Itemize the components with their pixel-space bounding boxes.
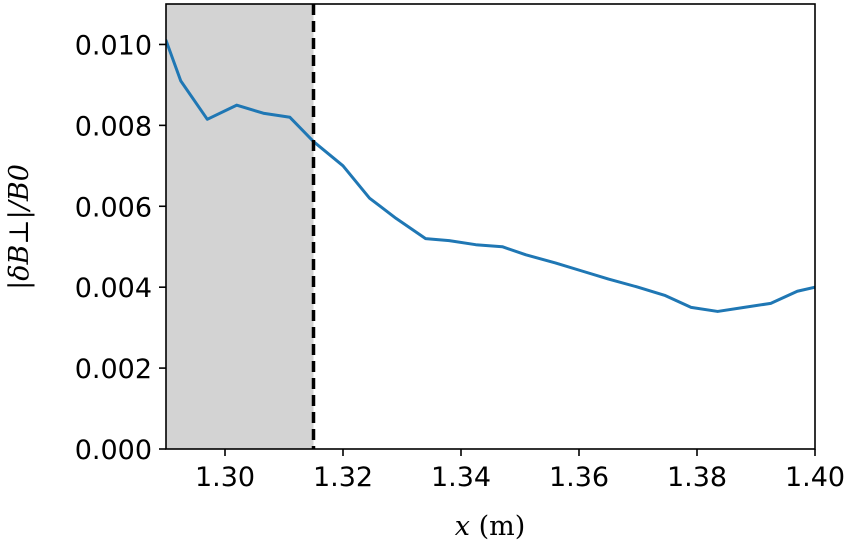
y-axis-ticks: 0.000 0.002 0.004 0.006 0.008 0.010	[75, 30, 166, 466]
axes-frame	[165, 3, 816, 450]
x-tick-label: 1.36	[549, 462, 609, 493]
y-tick-label: 0.010	[75, 30, 152, 61]
shaded-region	[166, 4, 314, 449]
x-tick-label: 1.32	[313, 462, 373, 493]
y-tick-label: 0.000	[75, 435, 152, 466]
x-axis-ticks: 1.30 1.32 1.34 1.36 1.38 1.40	[195, 449, 845, 493]
x-axis-label: x (m)	[455, 511, 526, 542]
series-line-0	[166, 38, 815, 313]
x-tick-label: 1.30	[195, 462, 255, 493]
plot-area	[165, 3, 816, 450]
x-axis-label-variable: x	[455, 511, 470, 542]
y-tick-label: 0.002	[75, 354, 152, 385]
x-tick-label: 1.40	[785, 462, 845, 493]
x-axis-label-space	[470, 511, 479, 542]
y-tick-label: 0.008	[75, 111, 152, 142]
y-axis-label: |δB⊥|/B0	[4, 164, 35, 290]
y-tick-label: 0.004	[75, 273, 152, 304]
x-tick-label: 1.38	[667, 462, 727, 493]
y-tick-label: 0.006	[75, 192, 152, 223]
x-axis-label-unit: (m)	[479, 511, 526, 542]
x-tick-label: 1.34	[431, 462, 491, 493]
